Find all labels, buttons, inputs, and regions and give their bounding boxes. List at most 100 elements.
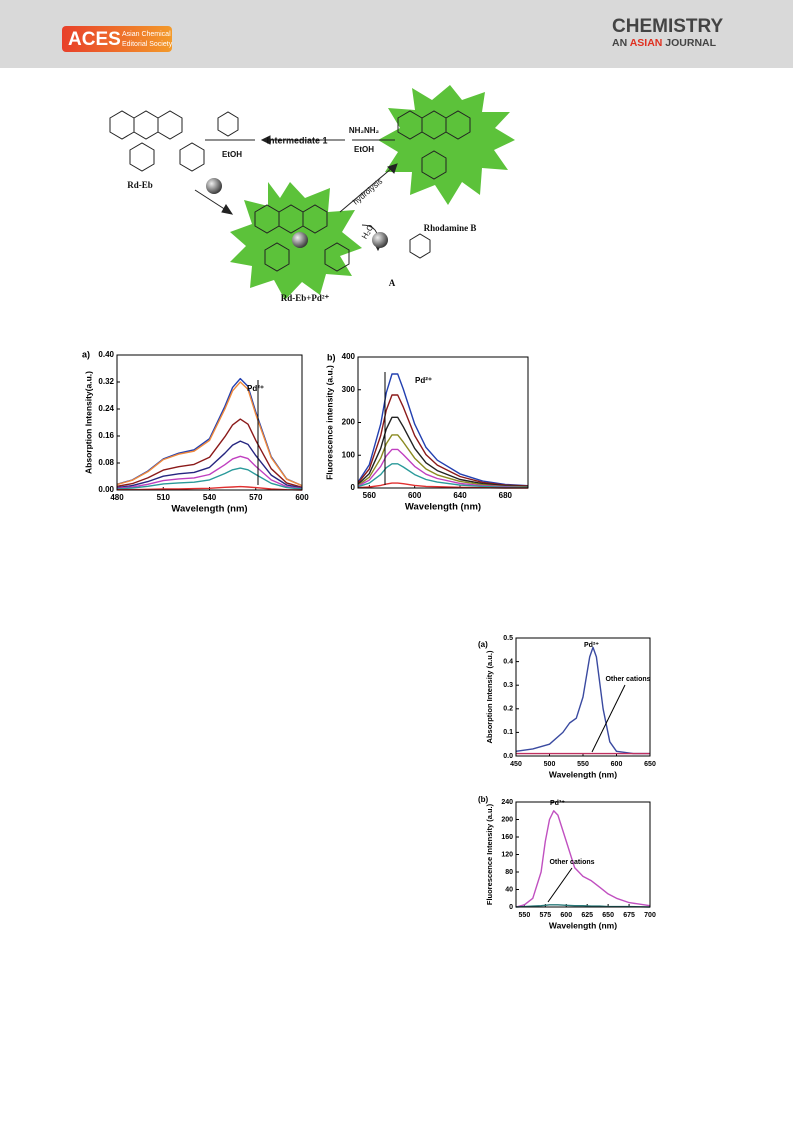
x-tick-label: 540 — [203, 493, 217, 502]
logo-sub: Editorial Society — [122, 41, 173, 48]
x-tick-label: 640 — [453, 491, 467, 500]
x-axis-label: Wavelength (nm) — [549, 769, 617, 779]
journal-journal: JOURNAL — [665, 37, 716, 49]
x-tick-label: 510 — [157, 493, 171, 502]
scheme-label: Intermediate 1 — [266, 135, 327, 145]
chart: a) 0.00 0.08 0.16 0.24 0.32 0.40 480 510 540 570 60… — [82, 349, 309, 514]
annotation: Other cations — [549, 859, 594, 866]
journal-an: AN — [612, 37, 627, 49]
x-tick-label: 600 — [408, 491, 422, 500]
y-axis-label: Fluorescence Intensity (a.u.) — [485, 803, 494, 905]
y-axis-label: Absorption Intensity(a.u.) — [83, 371, 93, 474]
y-tick-label: 0.5 — [503, 635, 513, 642]
series-line — [357, 416, 529, 488]
series-line — [116, 467, 303, 490]
series-line — [357, 463, 528, 488]
logo-box — [62, 26, 172, 52]
x-tick-label: 600 — [295, 493, 309, 502]
journal-title: CHEMISTRY — [612, 16, 724, 37]
x-axis-label: Wavelength (nm) — [405, 502, 481, 513]
chart: (b) 0 40 80 120 160 200 240 550 575 600 625 650 675 70… — [478, 795, 656, 930]
series-line — [116, 377, 303, 487]
y-tick-label: 0.1 — [503, 729, 513, 736]
x-axis-label: Wavelength (nm) — [171, 504, 247, 515]
scheme-label: Rhodamine B — [424, 223, 477, 233]
x-tick-label: 550 — [519, 912, 531, 919]
series-line — [357, 448, 529, 488]
annotation: Pd²⁺ — [550, 800, 565, 807]
y-tick-label: 40 — [505, 886, 513, 893]
series-line — [116, 418, 303, 488]
y-tick-label: 0.16 — [98, 431, 114, 440]
x-tick-label: 680 — [499, 491, 513, 500]
x-tick-label: 550 — [577, 761, 589, 768]
x-axis-label: Wavelength (nm) — [549, 920, 617, 930]
series-line — [116, 455, 303, 490]
chart: (a) 0.0 0.1 0.2 0.3 0.4 0.5 450 500 550 600 650 Wave… — [478, 635, 656, 779]
x-tick-label: 500 — [544, 761, 556, 768]
panel-label: (b) — [478, 795, 489, 804]
y-tick-label: 0.32 — [98, 377, 114, 386]
scheme-label: A — [389, 278, 396, 288]
plot-frame — [116, 354, 303, 491]
y-tick-label: 100 — [342, 450, 356, 459]
y-axis-label: Fluorescence intensity (a.u.) — [324, 365, 334, 480]
x-tick-label: 575 — [539, 912, 551, 919]
annotation: Pd²⁺ — [247, 384, 264, 393]
plot-frame — [515, 801, 651, 908]
y-tick-label: 0.08 — [98, 458, 114, 467]
x-tick-label: 625 — [581, 912, 593, 919]
y-tick-label: 0.0 — [503, 753, 513, 760]
series-line — [116, 381, 303, 487]
annotation: Pd²⁺ — [415, 376, 432, 385]
series-line — [357, 394, 529, 487]
panel-label: b) — [327, 352, 336, 362]
journal-asian: ASIAN — [630, 37, 663, 49]
scheme-label: EtOH — [222, 150, 242, 159]
scheme-label: Rd-Eb+Pd²⁺ — [281, 293, 330, 303]
y-tick-label: 0.24 — [98, 404, 114, 413]
scheme-label: EtOH — [354, 145, 374, 154]
x-tick-label: 570 — [249, 493, 263, 502]
y-tick-label: 0.40 — [98, 350, 114, 359]
journal-sub: AN ASIAN JOURNAL — [612, 37, 717, 49]
annotation: Pd²⁺ — [584, 642, 599, 649]
y-tick-label: 300 — [342, 385, 356, 394]
annotation-arrow — [591, 684, 626, 753]
x-tick-label: 700 — [644, 912, 656, 919]
y-tick-label: 200 — [342, 418, 356, 427]
panel-label: a) — [82, 349, 90, 359]
y-tick-label: 80 — [505, 869, 513, 876]
y-tick-label: 0.2 — [503, 706, 513, 713]
x-tick-label: 600 — [611, 761, 623, 768]
series-line — [116, 440, 303, 489]
series-line — [357, 434, 529, 488]
y-tick-label: 120 — [501, 851, 513, 858]
annotation-arrow — [547, 867, 573, 903]
series-line — [357, 373, 529, 487]
x-tick-label: 600 — [560, 912, 572, 919]
x-tick-label: 650 — [644, 761, 656, 768]
x-tick-label: 450 — [510, 761, 522, 768]
x-tick-label: 675 — [623, 912, 635, 919]
scheme-label: hydrolysis — [351, 177, 384, 207]
x-tick-label: 650 — [602, 912, 614, 919]
y-tick-label: 400 — [342, 352, 356, 361]
x-tick-label: 560 — [363, 491, 377, 500]
series-line — [515, 646, 650, 755]
y-tick-label: 160 — [501, 834, 513, 841]
logo: ACES — [68, 29, 121, 50]
logo-sub: Asian Chemical — [122, 31, 171, 38]
y-tick-label: 0.3 — [503, 682, 513, 689]
y-tick-label: 0.00 — [98, 485, 114, 494]
y-tick-label: 240 — [501, 799, 513, 806]
x-tick-label: 480 — [110, 493, 124, 502]
series-line — [117, 485, 303, 491]
plot-frame — [357, 356, 529, 489]
y-tick-label: 0 — [509, 904, 513, 911]
panel-label: (a) — [478, 640, 488, 649]
scheme — [109, 85, 515, 300]
annotation: Other cations — [605, 676, 650, 683]
